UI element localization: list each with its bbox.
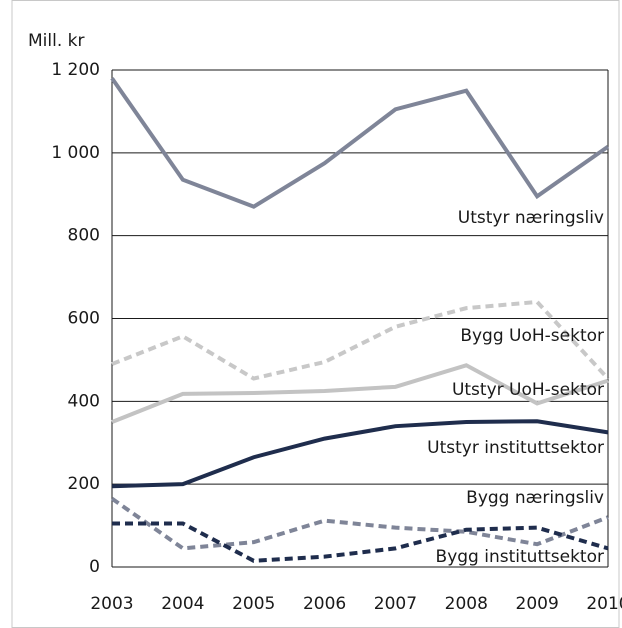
series-label: Utstyr næringsliv: [458, 208, 604, 228]
series-label: Bygg UoH-sektor: [460, 326, 604, 346]
x-tick-label: 2010: [586, 594, 622, 614]
x-tick-label: 2004: [161, 594, 204, 614]
y-tick-label: 600: [68, 309, 100, 329]
y-tick-label: 1 200: [51, 60, 100, 80]
series-line: [111, 299, 610, 381]
frame: [11, 0, 620, 628]
series-label: Bygg instituttsektor: [436, 547, 604, 567]
series-label: Bygg næringsliv: [466, 488, 604, 508]
series-line: [110, 497, 609, 551]
y-axis-title: Mill. kr: [28, 31, 84, 51]
series-label: Utstyr UoH-sektor: [452, 380, 604, 400]
series-line: [112, 521, 609, 563]
y-tick-label: 1 000: [51, 143, 100, 163]
series-line: [111, 419, 609, 489]
series-label: Utstyr instituttsektor: [427, 438, 604, 458]
x-tick-label: 2006: [303, 594, 346, 614]
x-tick-label: 2005: [232, 594, 275, 614]
x-tick-label: 2003: [90, 594, 133, 614]
y-tick-label: 800: [68, 226, 100, 246]
y-tick-label: 0: [89, 557, 100, 577]
y-tick-label: 400: [68, 391, 100, 411]
x-tick-label: 2007: [374, 594, 417, 614]
x-tick-label: 2009: [516, 594, 559, 614]
x-tick-label: 2008: [445, 594, 488, 614]
series-line: [110, 77, 610, 209]
y-tick-label: 200: [68, 474, 100, 494]
series-line: [111, 363, 609, 424]
